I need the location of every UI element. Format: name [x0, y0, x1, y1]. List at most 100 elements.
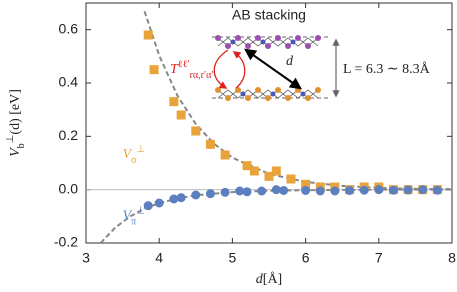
atom — [265, 95, 271, 101]
atom — [230, 39, 236, 45]
x-tick-label: 3 — [82, 250, 90, 266]
atom — [300, 91, 306, 97]
data-point — [418, 185, 428, 195]
atom — [215, 87, 221, 93]
atom — [295, 35, 301, 41]
data-point — [345, 185, 355, 195]
data-square — [249, 166, 259, 176]
atom — [235, 87, 241, 93]
data-point — [271, 185, 281, 195]
y-axis-label-part: (d) [eV] — [8, 89, 23, 134]
data-square — [220, 150, 230, 160]
series-label-part: V — [123, 209, 133, 224]
atom — [265, 43, 271, 49]
stacking-label: AB stacking — [232, 7, 306, 23]
y-tick-label: 0.6 — [59, 20, 79, 36]
data-point — [403, 185, 413, 195]
hopping-arrow — [232, 51, 246, 89]
data-point — [191, 190, 201, 200]
bottom-metal — [240, 91, 306, 97]
y-tick-label: 0.4 — [59, 74, 79, 90]
x-tick-label: 6 — [302, 250, 310, 266]
data-point — [242, 187, 252, 197]
hopping-label-part: ℓℓ′ — [178, 59, 190, 70]
data-point — [205, 189, 215, 199]
data-point — [169, 194, 179, 204]
series-label-part: ⊥ — [136, 205, 145, 216]
bottom-atoms — [215, 87, 321, 101]
atom — [245, 95, 251, 101]
data-point — [257, 186, 267, 196]
data-point — [388, 185, 398, 195]
atom — [295, 87, 301, 93]
data-square — [143, 30, 153, 40]
data-square — [176, 110, 186, 120]
series-label-part: σ — [131, 155, 137, 166]
series-label: Vπ⊥ — [123, 205, 145, 227]
x-axis-label-part: d — [256, 272, 264, 287]
data-point — [154, 198, 164, 208]
hopping-arrow — [213, 49, 229, 89]
series-label: Vσ⊥ — [123, 144, 146, 166]
atom — [270, 91, 276, 97]
data-point — [176, 193, 186, 203]
x-tick-label: 4 — [155, 250, 163, 266]
hopping-label: Tℓℓ′rα,r′α′ — [170, 59, 214, 81]
atom — [275, 87, 281, 93]
series-label-part: V — [123, 147, 133, 162]
y-axis-label-part: ⊥ — [5, 135, 16, 144]
data-square — [149, 65, 159, 75]
data-point — [301, 185, 311, 195]
distance-arrow — [244, 48, 302, 90]
plot-frame — [85, 2, 453, 244]
top-atoms — [215, 35, 321, 49]
data-square — [191, 126, 201, 136]
atom — [215, 35, 221, 41]
atom — [305, 43, 311, 49]
x-tick-label: 5 — [229, 250, 237, 266]
x-axis-label-part: [Å] — [263, 271, 282, 287]
y-axis-label: Vb⊥(d) [eV] — [5, 89, 27, 157]
series-label-part: π — [131, 216, 136, 227]
atom — [285, 43, 291, 49]
atom — [245, 43, 251, 49]
data-point — [235, 186, 245, 196]
atom — [290, 39, 296, 45]
data-square — [264, 171, 274, 181]
y-axis-label-part: b — [16, 143, 27, 148]
atom — [315, 87, 321, 93]
data-square — [169, 97, 179, 107]
data-point — [432, 185, 442, 195]
x-axis-label: d[Å] — [256, 271, 282, 287]
data-square — [205, 139, 215, 149]
atom — [255, 87, 261, 93]
y-tick-label: 0.0 — [59, 180, 79, 196]
x-tick-label: 7 — [375, 250, 383, 266]
atom — [240, 91, 246, 97]
data-point — [315, 186, 325, 196]
distance-label: d — [286, 54, 294, 69]
y-axis-label-part: V — [8, 147, 23, 157]
inset — [212, 35, 340, 101]
data-square — [242, 161, 252, 171]
atom — [225, 43, 231, 49]
data-square — [271, 166, 281, 176]
series-label-part: ⊥ — [137, 144, 146, 155]
interlayer-label: L = 6.3 ∼ 8.3Å — [343, 61, 431, 77]
data-square — [286, 174, 296, 184]
atom — [225, 95, 231, 101]
top-metal — [230, 39, 296, 45]
data-point — [143, 201, 153, 211]
atom — [315, 35, 321, 41]
data-point — [330, 186, 340, 196]
data-square — [301, 179, 311, 189]
atom — [255, 35, 261, 41]
data-point — [374, 185, 384, 195]
data-point — [279, 185, 289, 195]
y-tick-label: -0.2 — [54, 234, 78, 250]
hopping-label-part: T — [170, 62, 179, 77]
data-point — [359, 185, 369, 195]
atom — [235, 35, 241, 41]
